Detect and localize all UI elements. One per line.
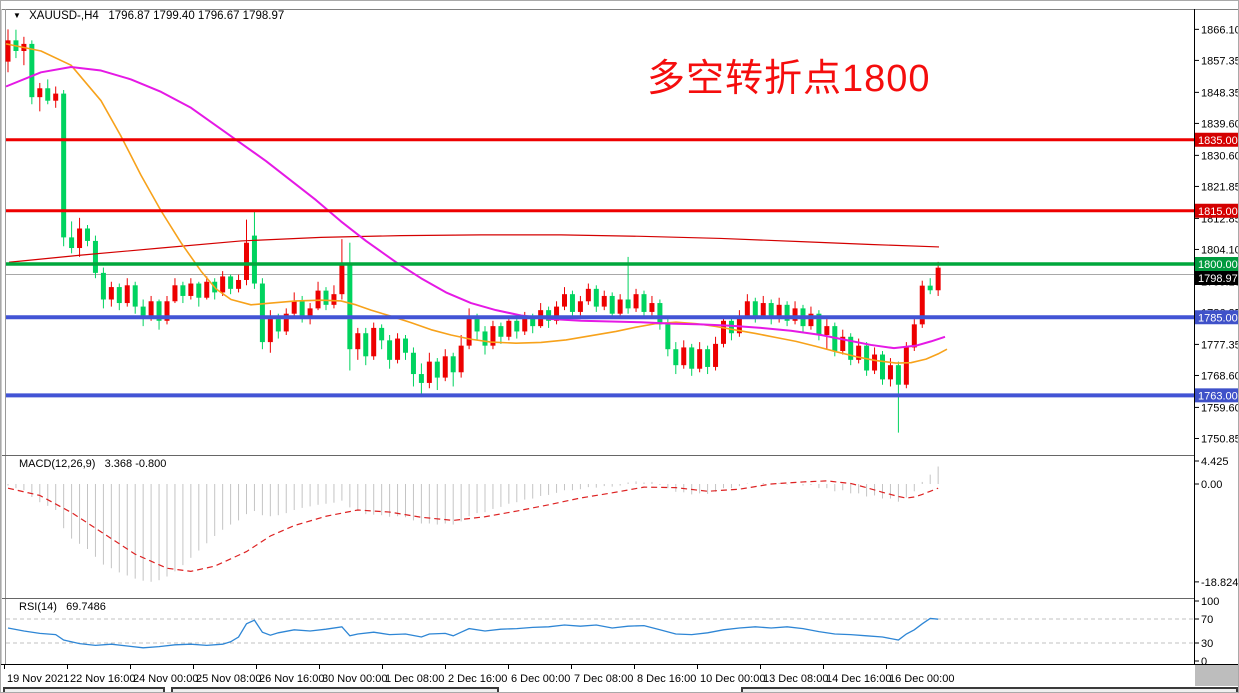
svg-text:1857.35: 1857.35 [1201,55,1239,67]
svg-text:14 Dec 16:00: 14 Dec 16:00 [826,673,891,685]
svg-text:7 Dec 08:00: 7 Dec 08:00 [574,673,633,685]
svg-text:30: 30 [1201,638,1213,650]
rsi-pane [6,617,1194,649]
chart-title: ▼ XAUUSD-,H4 1796.87 1799.40 1796.67 179… [13,10,284,22]
candles-layer[interactable] [5,29,941,433]
macd-name: MACD(12,26,9) [19,458,96,470]
symbol-dropdown-icon[interactable]: ▼ [13,11,21,20]
svg-text:16 Dec 00:00: 16 Dec 00:00 [889,673,954,685]
chart-frame [1,9,1238,664]
svg-text:1835.00: 1835.00 [1198,135,1238,147]
taskbar-window[interactable] [741,687,1238,692]
annotation-text: 多空转折点1800 [647,58,931,100]
svg-text:26 Nov 16:00: 26 Nov 16:00 [259,673,324,685]
svg-text:10 Dec 00:00: 10 Dec 00:00 [700,673,765,685]
svg-text:-18.824: -18.824 [1201,577,1238,589]
svg-text:0.00: 0.00 [1201,479,1222,491]
svg-text:6 Dec 00:00: 6 Dec 00:00 [511,673,570,685]
svg-text:19 Nov 2021: 19 Nov 2021 [7,673,69,685]
rsi-name: RSI(14) [19,601,57,613]
ohlc-values: 1796.87 1799.40 1796.67 1798.97 [108,10,285,22]
svg-text:1777.35: 1777.35 [1201,339,1239,351]
svg-text:1 Dec 08:00: 1 Dec 08:00 [385,673,444,685]
svg-text:1759.60: 1759.60 [1201,402,1239,414]
svg-text:22 Nov 16:00: 22 Nov 16:00 [70,673,135,685]
symbol-period-label: XAUUSD-,H4 [29,10,99,22]
svg-text:1848.35: 1848.35 [1201,87,1239,99]
taskbar-window[interactable] [171,687,499,692]
svg-text:1750.85: 1750.85 [1201,433,1239,445]
macd-pane [7,466,939,582]
svg-text:1821.85: 1821.85 [1201,181,1239,193]
svg-text:100: 100 [1201,596,1219,608]
macd-label: MACD(12,26,9) 3.368 -0.800 [19,458,166,470]
svg-text:1798.97: 1798.97 [1198,273,1238,285]
svg-text:0: 0 [1201,656,1207,668]
svg-text:13 Dec 08:00: 13 Dec 08:00 [763,673,828,685]
svg-text:1815.00: 1815.00 [1198,206,1238,218]
svg-text:8 Dec 16:00: 8 Dec 16:00 [637,673,696,685]
price-axis[interactable]: 1866.10 1857.35 1848.35 1839.60 1830.60 1821.… [1194,24,1239,688]
horizontal-levels[interactable] [6,138,1194,398]
svg-text:1830.60: 1830.60 [1201,150,1239,162]
svg-text:1866.10: 1866.10 [1201,24,1239,36]
svg-text:24 Nov 00:00: 24 Nov 00:00 [133,673,198,685]
rsi-value: 69.7486 [66,601,106,613]
svg-text:1763.00: 1763.00 [1198,390,1238,402]
rsi-label: RSI(14) 69.7486 [19,601,106,613]
svg-text:70: 70 [1201,614,1213,626]
svg-text:25 Nov 08:00: 25 Nov 08:00 [196,673,261,685]
svg-text:1839.60: 1839.60 [1201,118,1239,130]
svg-text:30 Nov 00:00: 30 Nov 00:00 [322,673,387,685]
macd-values: 3.368 -0.800 [104,458,167,470]
background-windows-strip [1,686,1238,692]
svg-text:1768.60: 1768.60 [1201,370,1239,382]
svg-text:1800.00: 1800.00 [1198,259,1238,271]
taskbar-window[interactable] [3,687,165,692]
svg-text:4.425: 4.425 [1201,456,1229,468]
svg-text:2 Dec 16:00: 2 Dec 16:00 [448,673,507,685]
svg-text:1785.00: 1785.00 [1198,312,1238,324]
svg-text:1804.10: 1804.10 [1201,244,1239,256]
ma-lines [5,43,948,364]
